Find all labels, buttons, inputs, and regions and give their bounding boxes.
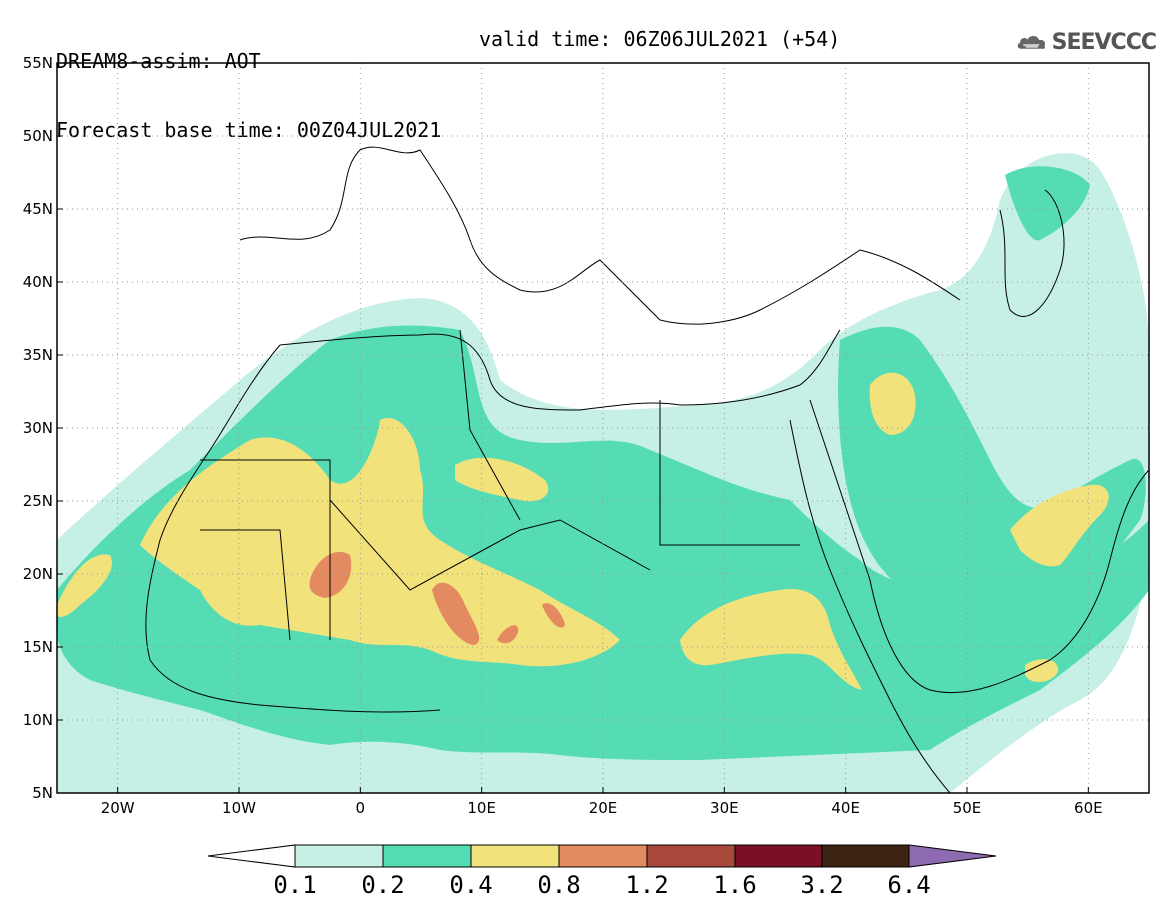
aot-band-04-libya xyxy=(455,457,549,502)
lon-tick-label: 50E xyxy=(953,799,982,817)
colorbar-label: 1.2 xyxy=(625,871,668,899)
title-valid-time: valid time: 06Z06JUL2021 (+54) xyxy=(479,27,841,51)
lat-tick-label: 25N xyxy=(23,492,53,510)
lat-tick-label: 15N xyxy=(23,638,53,656)
colorbar-swatch-7 xyxy=(821,844,910,868)
colorbar-swatch-4 xyxy=(558,844,648,868)
aot-band-04-oman xyxy=(1010,484,1109,567)
colorbar-label: 3.2 xyxy=(800,871,843,899)
lat-tick-label: 30N xyxy=(23,419,53,437)
colorbar-label: 0.8 xyxy=(537,871,580,899)
aot-band-02 xyxy=(57,325,1149,760)
coast-west-africa xyxy=(145,344,441,713)
aot-band-04 xyxy=(140,418,620,667)
aot-band-04-mauritania xyxy=(57,554,112,617)
colorbar-swatch-2 xyxy=(382,844,472,868)
aot-band-08-chad-a xyxy=(497,625,519,644)
coast-arabia xyxy=(809,399,1149,694)
title-product: DREAM8-assim: AOT xyxy=(56,49,261,73)
colorbar-label: 0.4 xyxy=(449,871,492,899)
lon-tick-label: 10W xyxy=(222,799,256,817)
lon-tick-label: 0 xyxy=(356,799,366,817)
colorbar-swatch-3 xyxy=(470,844,560,868)
colorbar-swatch-6 xyxy=(734,844,823,868)
colorbar-under-triangle xyxy=(207,844,296,868)
colorbar-labels: 0.1 0.2 0.4 0.8 1.2 1.6 3.2 6.4 xyxy=(273,871,930,899)
coast-north-africa xyxy=(279,329,841,411)
colorbar: 0.1 0.2 0.4 0.8 1.2 1.6 3.2 6.4 xyxy=(207,844,997,899)
coast-red-sea xyxy=(789,419,951,793)
colorbar-label: 6.4 xyxy=(887,871,930,899)
coast-europe xyxy=(239,146,961,325)
lon-tick-label: 40E xyxy=(831,799,860,817)
colorbar-label: 1.6 xyxy=(713,871,756,899)
lon-axis: 20W 10W 0 10E 20E 30E 40E 50E 60E xyxy=(101,787,1103,817)
lon-tick-label: 10E xyxy=(467,799,496,817)
lon-tick-label: 20W xyxy=(101,799,135,817)
aot-band-04-yemen xyxy=(1025,659,1059,683)
lat-tick-label: 55N xyxy=(23,54,53,72)
aot-band-08-niger xyxy=(432,582,480,645)
lat-tick-label: 50N xyxy=(23,127,53,145)
colorbar-label: 0.2 xyxy=(361,871,404,899)
lat-tick-label: 5N xyxy=(32,784,53,802)
logo-text: SEEVCCC xyxy=(1051,29,1157,55)
aot-band-04-niger xyxy=(680,589,862,690)
colorbar-swatch-1 xyxy=(294,844,384,868)
lon-tick-label: 30E xyxy=(710,799,739,817)
graticule xyxy=(57,63,1149,793)
lat-tick-label: 20N xyxy=(23,565,53,583)
map-title: DREAM8-assim: AOT Forecast base time: 00… xyxy=(56,4,441,165)
colorbar-over-triangle xyxy=(908,844,997,868)
coastlines xyxy=(145,146,1149,793)
lat-tick-label: 40N xyxy=(23,273,53,291)
aot-band-02-caspian xyxy=(1005,166,1090,241)
coast-caspian xyxy=(999,189,1065,317)
colorbar-label: 0.1 xyxy=(273,871,316,899)
lon-tick-label: 60E xyxy=(1074,799,1103,817)
seevccc-logo: SEEVCCC xyxy=(1016,24,1157,60)
title-base-time: Forecast base time: 00Z04JUL2021 xyxy=(56,118,442,142)
border-sahara xyxy=(200,329,800,641)
cloud-icon xyxy=(1017,35,1046,49)
lon-tick-label: 20E xyxy=(589,799,618,817)
colorbar-swatch-5 xyxy=(646,844,736,868)
aot-band-04-iraq xyxy=(869,372,916,435)
lat-axis: 55N 50N 45N 40N 35N 30N 25N 20N 15N 10N 5N xyxy=(23,54,63,802)
lat-tick-label: 10N xyxy=(23,711,53,729)
aot-band-08-chad-b xyxy=(542,603,565,628)
lat-tick-label: 35N xyxy=(23,346,53,364)
lat-tick-label: 45N xyxy=(23,200,53,218)
